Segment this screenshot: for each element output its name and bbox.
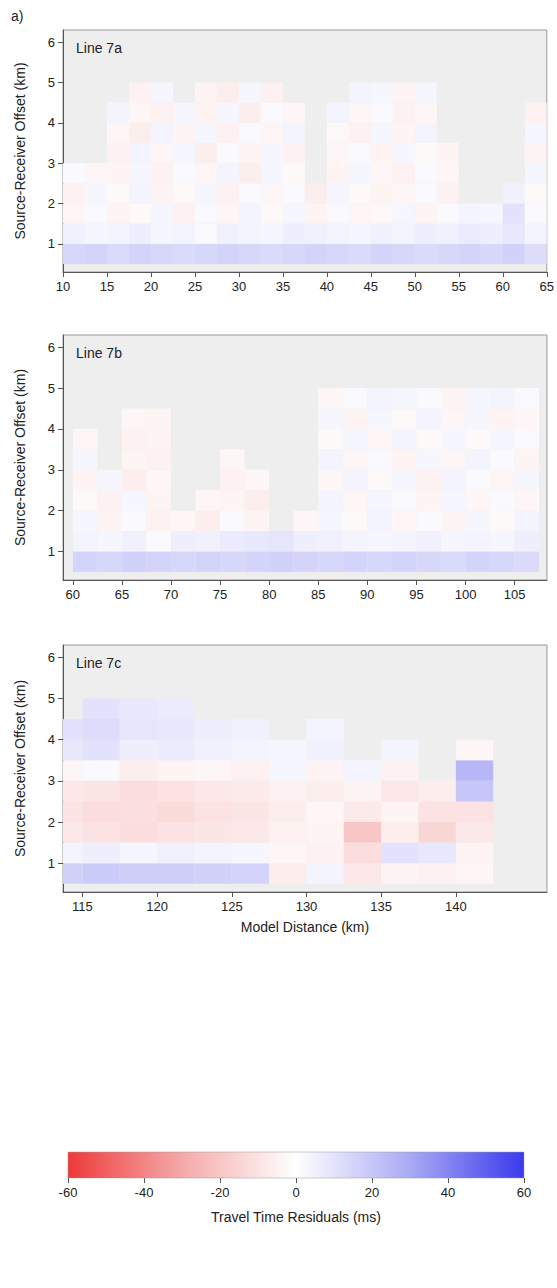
svg-text:130: 130 — [296, 899, 318, 914]
svg-text:Model Distance (km): Model Distance (km) — [241, 919, 369, 935]
svg-text:20: 20 — [144, 279, 158, 294]
svg-text:60: 60 — [517, 1185, 531, 1200]
svg-text:-60: -60 — [59, 1185, 78, 1200]
svg-text:15: 15 — [100, 279, 114, 294]
svg-text:65: 65 — [540, 279, 554, 294]
svg-text:45: 45 — [364, 279, 378, 294]
svg-text:65: 65 — [115, 587, 129, 602]
svg-text:5: 5 — [48, 75, 55, 90]
svg-text:1: 1 — [48, 856, 55, 871]
svg-text:-20: -20 — [211, 1185, 230, 1200]
svg-text:125: 125 — [221, 899, 243, 914]
svg-text:1: 1 — [48, 236, 55, 251]
svg-text:Travel Time Residuals (ms): Travel Time Residuals (ms) — [211, 1209, 381, 1225]
svg-text:10: 10 — [56, 279, 70, 294]
svg-text:Line 7a: Line 7a — [76, 40, 122, 56]
svg-text:80: 80 — [262, 587, 276, 602]
svg-text:2: 2 — [48, 196, 55, 211]
svg-text:5: 5 — [48, 381, 55, 396]
svg-text:55: 55 — [452, 279, 466, 294]
svg-text:40: 40 — [320, 279, 334, 294]
svg-text:135: 135 — [370, 899, 392, 914]
svg-text:95: 95 — [409, 587, 423, 602]
svg-text:2: 2 — [48, 503, 55, 518]
svg-text:Line 7b: Line 7b — [76, 345, 122, 361]
svg-text:6: 6 — [48, 340, 55, 355]
svg-text:6: 6 — [48, 35, 55, 50]
svg-text:Source-Receiver Offset (km): Source-Receiver Offset (km) — [12, 62, 28, 239]
svg-text:60: 60 — [66, 587, 80, 602]
svg-text:Source-Receiver Offset (km): Source-Receiver Offset (km) — [12, 680, 28, 857]
svg-text:140: 140 — [445, 899, 467, 914]
svg-text:90: 90 — [360, 587, 374, 602]
svg-text:50: 50 — [408, 279, 422, 294]
svg-text:120: 120 — [146, 899, 168, 914]
svg-text:115: 115 — [72, 899, 93, 914]
svg-text:3: 3 — [48, 462, 55, 477]
svg-text:4: 4 — [48, 732, 55, 747]
svg-text:25: 25 — [188, 279, 202, 294]
svg-text:3: 3 — [48, 156, 55, 171]
svg-text:2: 2 — [48, 815, 55, 830]
svg-text:30: 30 — [232, 279, 246, 294]
svg-text:105: 105 — [504, 587, 526, 602]
svg-text:4: 4 — [48, 115, 55, 130]
svg-text:85: 85 — [311, 587, 325, 602]
svg-text:75: 75 — [213, 587, 227, 602]
svg-text:5: 5 — [48, 691, 55, 706]
svg-text:0: 0 — [292, 1185, 299, 1200]
svg-text:Source-Receiver Offset (km): Source-Receiver Offset (km) — [12, 369, 28, 546]
svg-text:-40: -40 — [135, 1185, 154, 1200]
svg-text:3: 3 — [48, 773, 55, 788]
svg-text:35: 35 — [276, 279, 290, 294]
svg-text:a): a) — [11, 8, 23, 24]
svg-text:20: 20 — [365, 1185, 379, 1200]
svg-text:6: 6 — [48, 650, 55, 665]
svg-text:60: 60 — [496, 279, 510, 294]
svg-text:70: 70 — [164, 587, 178, 602]
svg-text:4: 4 — [48, 421, 55, 436]
svg-text:40: 40 — [441, 1185, 455, 1200]
svg-text:1: 1 — [48, 544, 55, 559]
svg-text:100: 100 — [455, 587, 477, 602]
svg-text:Line 7c: Line 7c — [76, 655, 121, 671]
